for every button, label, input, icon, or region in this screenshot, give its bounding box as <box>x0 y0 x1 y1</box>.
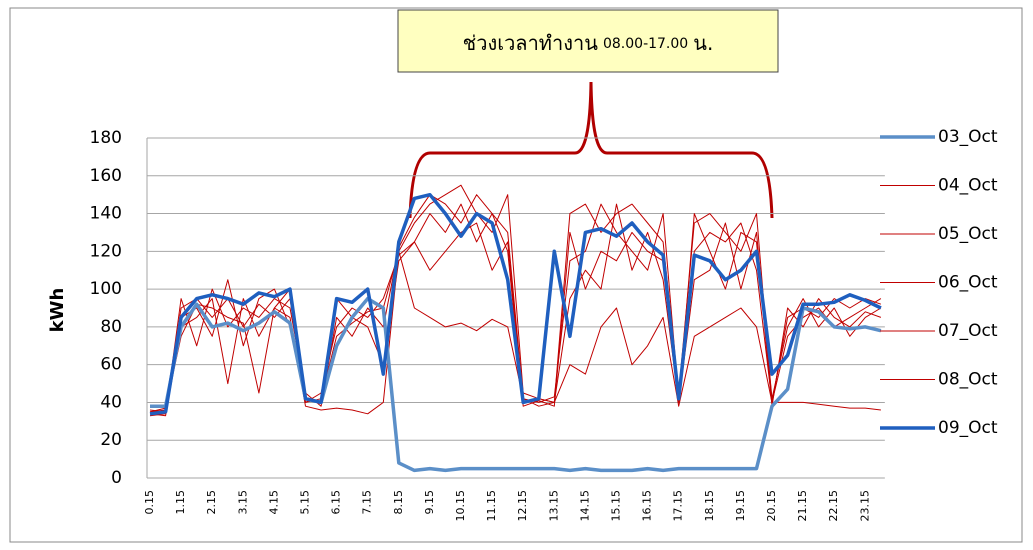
annotation: ช่วงเวลาทำงาน 08.00-17.00 น. <box>463 31 714 55</box>
x-tick-label: 0.15 <box>143 490 156 515</box>
x-tick-label: 14.15 <box>578 490 591 522</box>
x-tick-label: 10.15 <box>454 490 467 522</box>
x-tick-label: 15.15 <box>610 490 623 522</box>
series-line <box>149 194 882 417</box>
y-tick-label: 40 <box>100 392 122 412</box>
legend-label: 08_Oct <box>938 370 998 390</box>
series-line <box>149 250 881 415</box>
legend-label: 04_Oct <box>938 176 998 196</box>
legend-label: 07_Oct <box>938 321 998 341</box>
annotation-part: 08.00-17.00 <box>603 36 688 52</box>
y-tick-label: 120 <box>90 241 122 261</box>
x-tick-label: 12.15 <box>516 490 529 522</box>
x-tick-label: 7.15 <box>361 490 374 515</box>
annotation-box <box>397 9 779 73</box>
annotation-part: น. <box>693 31 713 55</box>
legend-label: 06_Oct <box>938 273 998 293</box>
y-tick-label: 180 <box>90 128 122 148</box>
x-tick-label: 1.15 <box>174 490 187 515</box>
x-tick-label: 16.15 <box>641 490 654 522</box>
y-tick-label: 100 <box>90 279 122 299</box>
y-axis-label: kWh <box>47 288 68 333</box>
y-tick-label: 20 <box>100 430 122 450</box>
x-tick-label: 6.15 <box>330 490 343 515</box>
bracket <box>408 81 774 219</box>
x-tick-label: 22.15 <box>827 490 840 522</box>
y-tick-label: 160 <box>90 166 122 186</box>
x-tick-label: 19.15 <box>734 490 747 522</box>
x-tick-label: 18.15 <box>703 490 716 522</box>
x-tick-label: 17.15 <box>672 490 685 522</box>
annotation-part: ช่วงเวลาทำงาน <box>463 31 599 55</box>
legend-label: 09_Oct <box>938 418 998 438</box>
chart-border <box>9 7 1023 543</box>
x-tick-label: 13.15 <box>547 490 560 522</box>
y-tick-label: 60 <box>100 355 122 375</box>
x-tick-label: 3.15 <box>236 490 249 515</box>
x-tick-label: 23.15 <box>858 490 871 522</box>
y-tick-label: 140 <box>90 204 122 224</box>
x-tick-label: 21.15 <box>796 490 809 522</box>
legend-label: 05_Oct <box>938 224 998 244</box>
x-tick-label: 4.15 <box>267 490 280 515</box>
series-line <box>149 192 882 416</box>
x-tick-label: 9.15 <box>423 490 436 515</box>
y-tick-label: 0 <box>111 468 122 488</box>
legend-label: 03_Oct <box>938 127 998 147</box>
series-line <box>150 296 882 473</box>
x-tick-label: 5.15 <box>299 490 312 515</box>
x-tick-label: 20.15 <box>765 490 778 522</box>
x-tick-label: 8.15 <box>392 490 405 515</box>
x-tick-label: 11.15 <box>485 490 498 522</box>
y-tick-label: 80 <box>100 317 122 337</box>
x-tick-label: 2.15 <box>205 490 218 515</box>
